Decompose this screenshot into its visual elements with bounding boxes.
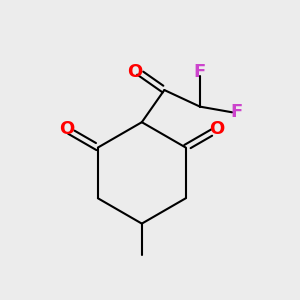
Text: F: F [230, 103, 242, 121]
Text: F: F [194, 63, 206, 81]
Text: O: O [209, 120, 224, 138]
Text: O: O [59, 120, 75, 138]
Text: O: O [127, 63, 142, 81]
